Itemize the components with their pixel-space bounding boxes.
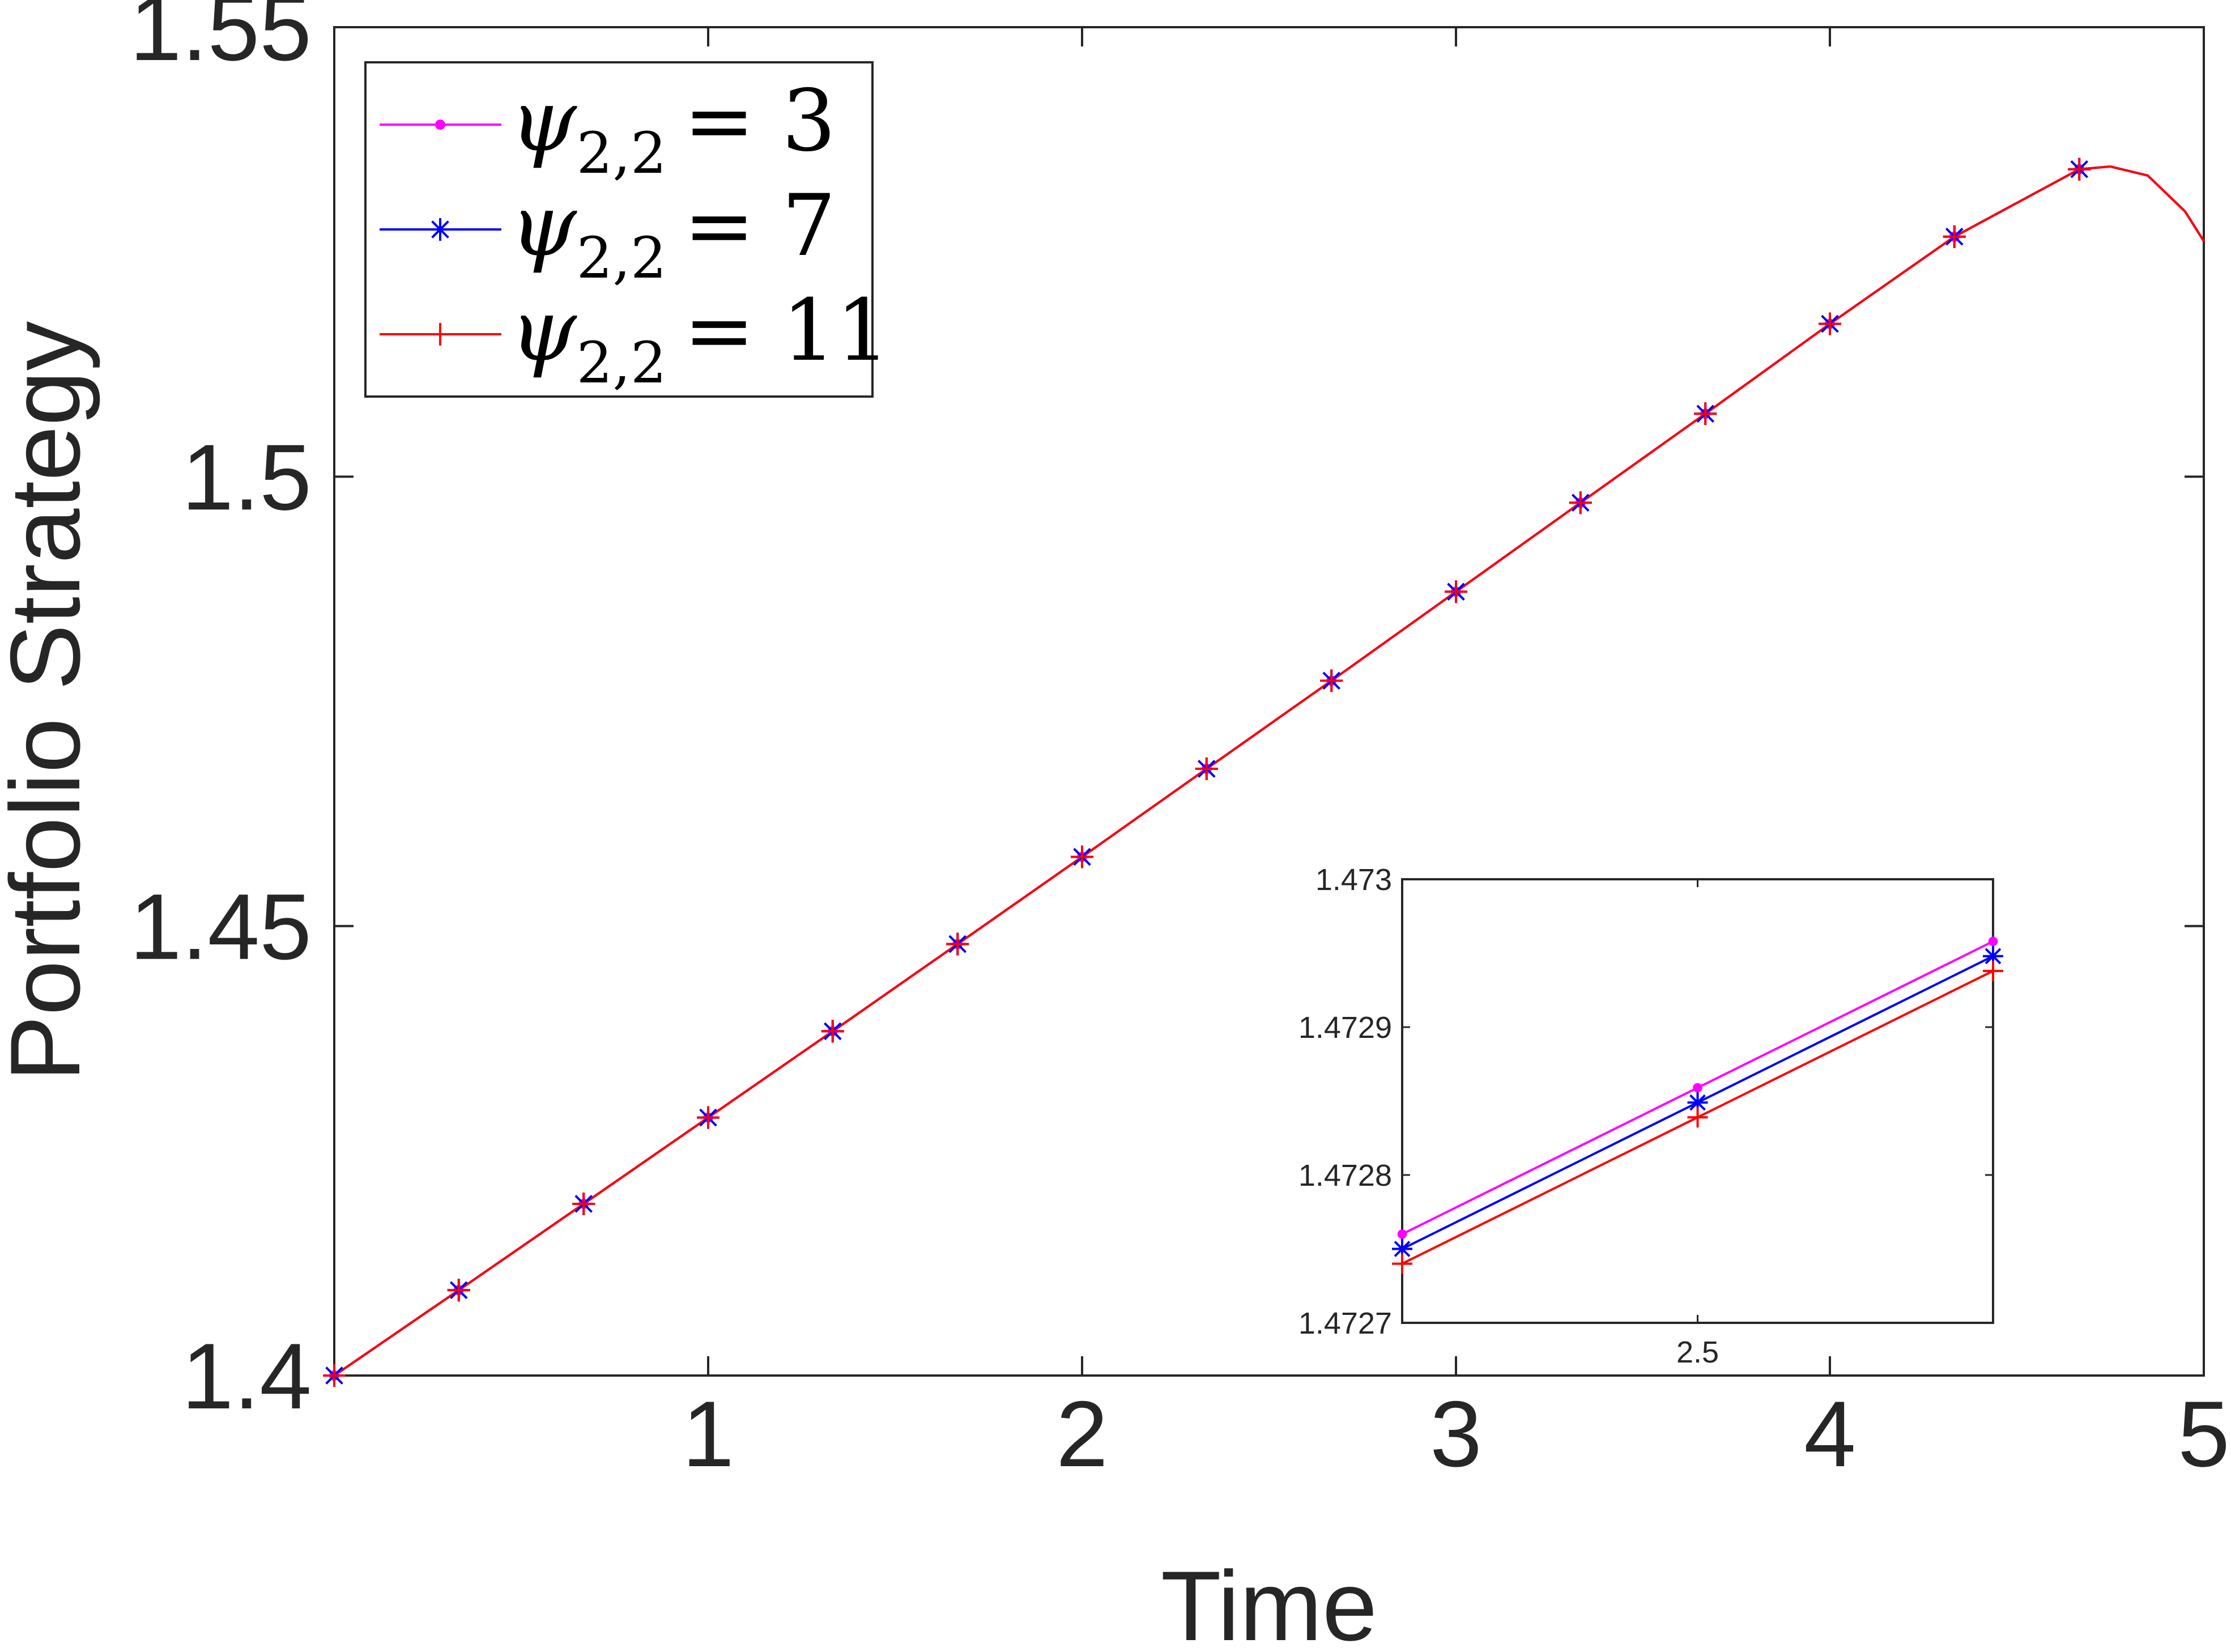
inset-data-point: [1983, 946, 2003, 966]
legend-subscript: 2,2: [577, 330, 667, 396]
legend-swatch-marker: [429, 323, 452, 346]
inset-series-1: [1392, 946, 2003, 1259]
y-tick-label: 1.55: [130, 0, 312, 80]
data-point: [323, 1364, 346, 1387]
legend-label: ψ2,2 = 7: [510, 177, 836, 291]
inset-data-point: [1392, 1253, 1412, 1274]
inset-data-point: [1687, 1107, 1708, 1128]
data-point: [2068, 157, 2091, 181]
data-point: [1943, 225, 1966, 248]
data-point: [1320, 669, 1343, 692]
legend-label: ψ2,2 = 11: [510, 282, 890, 396]
data-point: [821, 1020, 844, 1043]
y-tick-label: 1.4: [182, 1324, 312, 1428]
inset-data-point: [1397, 1229, 1407, 1239]
inset-data-point: [1988, 936, 1998, 946]
x-tick-label: 3: [1430, 1382, 1482, 1486]
inset-series-2: [1392, 960, 2003, 1274]
data-point: [1819, 312, 1841, 335]
data-point: [572, 1192, 595, 1215]
data-point: [1071, 845, 1093, 868]
y-tick-label: 1.5: [182, 425, 312, 529]
inset-data-point: [1983, 960, 2003, 981]
x-tick-label: 2: [1056, 1382, 1108, 1486]
legend-value: = 11: [684, 282, 890, 380]
x-axis-label: Time: [1161, 1551, 1377, 1649]
x-tick-label: 1: [682, 1382, 734, 1486]
legend: ψ2,2 = 3ψ2,2 = 7ψ2,2 = 11: [364, 61, 890, 398]
data-point: [946, 933, 969, 956]
data-point: [1694, 402, 1717, 425]
inset-y-tick-label: 1.473: [1315, 863, 1392, 897]
inset-y-tick-label: 1.4729: [1298, 1011, 1392, 1045]
x-tick-label: 5: [2178, 1382, 2230, 1486]
legend-symbol: ψ: [510, 282, 577, 380]
y-axis-label: Portfolio Strategy: [0, 321, 101, 1082]
legend-subscript: 2,2: [577, 120, 667, 186]
inset-plot: 2.5 1.4727 1.4728 1.4729 1.473: [1298, 863, 2003, 1369]
y-tick-label: 1.45: [130, 875, 312, 979]
data-point: [1195, 757, 1218, 780]
data-point: [447, 1279, 470, 1302]
legend-value: = 7: [684, 177, 836, 275]
inset-y-tick-label: 1.4728: [1298, 1159, 1392, 1193]
legend-swatch-marker: [429, 218, 452, 241]
legend-swatch-marker: [435, 120, 445, 130]
inset-y-tick-label: 1.4727: [1298, 1306, 1392, 1340]
data-point: [697, 1106, 719, 1129]
legend-symbol: ψ: [510, 177, 577, 275]
data-point: [1569, 491, 1592, 514]
legend-symbol: ψ: [510, 72, 577, 171]
data-point: [1445, 580, 1467, 603]
series-markers-2: [323, 157, 2091, 1387]
legend-value: = 3: [684, 72, 836, 171]
legend-subscript: 2,2: [577, 225, 667, 291]
legend-label: ψ2,2 = 3: [510, 72, 836, 186]
inset-x-tick-label: 2.5: [1676, 1335, 1719, 1369]
x-tick-label: 4: [1804, 1382, 1856, 1486]
inset-data-point: [1392, 1238, 1412, 1259]
inset-data-point: [1687, 1092, 1708, 1113]
inset-data-point: [1693, 1083, 1702, 1093]
inset-series-0: [1397, 936, 1998, 1239]
